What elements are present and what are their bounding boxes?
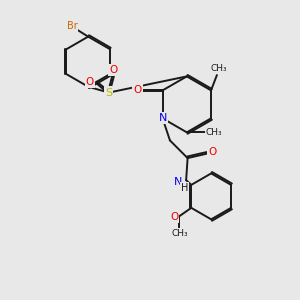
Text: N: N (158, 113, 167, 123)
Text: O: O (208, 147, 217, 157)
Text: CH₃: CH₃ (206, 128, 223, 137)
Text: O: O (86, 77, 94, 87)
Text: O: O (170, 212, 178, 222)
Text: CH₃: CH₃ (210, 64, 227, 73)
Text: O: O (109, 64, 117, 75)
Text: Br: Br (67, 21, 77, 31)
Text: O: O (134, 85, 142, 95)
Text: N: N (174, 177, 182, 187)
Text: H: H (181, 183, 188, 194)
Text: CH₃: CH₃ (171, 229, 188, 238)
Text: S: S (105, 88, 112, 98)
